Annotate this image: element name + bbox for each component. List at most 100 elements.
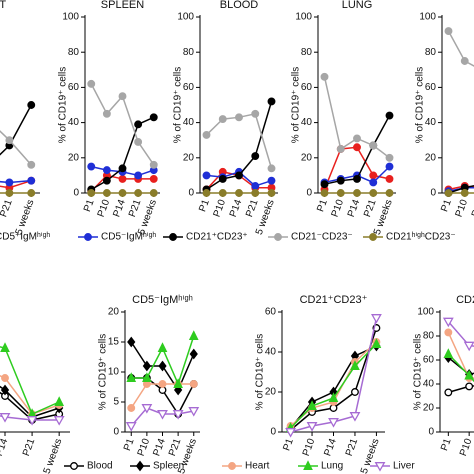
marker — [118, 189, 127, 197]
x-tick-label: P10 — [458, 437, 474, 458]
y-tick-label: 60 — [425, 82, 437, 93]
legend-label: Blood — [87, 461, 113, 472]
marker — [369, 189, 378, 197]
chart-title: CD21⁻CD23⁻ — [456, 294, 474, 306]
marker — [460, 57, 469, 65]
marker — [142, 360, 151, 372]
x-tick-label: P10 — [301, 437, 318, 458]
marker — [126, 372, 137, 382]
marker — [385, 162, 394, 171]
marker — [385, 111, 394, 120]
x-tick-label: P14 — [322, 437, 339, 458]
marker — [158, 380, 167, 388]
marker — [444, 27, 453, 36]
marker — [353, 189, 361, 197]
marker — [353, 174, 361, 183]
x-tick-label: P21 — [362, 198, 379, 219]
marker — [218, 174, 227, 183]
marker — [385, 189, 394, 197]
marker — [267, 164, 276, 173]
y-tick-label: 40 — [301, 117, 313, 128]
marker — [172, 410, 184, 420]
series-line — [0, 179, 32, 184]
marker — [149, 113, 158, 122]
y-tick-label: 0 — [306, 188, 312, 199]
marker — [306, 422, 318, 432]
legend-marker — [303, 460, 313, 470]
chart-title: BLOOD — [220, 0, 259, 11]
marker — [307, 400, 317, 410]
y-tick-label: 0 — [113, 427, 119, 438]
marker — [157, 410, 168, 420]
x-tick-label: P21 — [344, 437, 361, 458]
x-tick-label: P21 — [167, 437, 184, 458]
marker — [102, 176, 111, 185]
y-tick-label: 80 — [423, 331, 435, 342]
y-tick-label: 100 — [295, 12, 312, 23]
marker — [353, 134, 361, 143]
marker — [328, 392, 339, 402]
marker — [102, 109, 111, 118]
marker — [149, 174, 158, 183]
legend-marker — [228, 462, 236, 470]
chart-title: HEART — [0, 0, 6, 11]
marker — [235, 189, 243, 197]
marker — [251, 152, 260, 160]
marker — [320, 72, 329, 81]
legend-marker — [169, 233, 177, 241]
y-tick-label: 0 — [428, 427, 434, 438]
marker — [267, 176, 276, 185]
marker — [235, 171, 243, 180]
y-tick-label: 60 — [423, 355, 435, 366]
x-tick-label: P1 — [122, 437, 137, 453]
marker — [202, 171, 211, 180]
x-tick-label: P14 — [111, 198, 128, 219]
legend-label: Heart — [245, 461, 270, 472]
y-tick-label: 20 — [425, 152, 437, 163]
y-tick-label: 40 — [68, 117, 80, 128]
legend-label: Liver — [393, 461, 415, 472]
y-tick-label: 10 — [108, 367, 120, 378]
marker — [26, 416, 38, 426]
series-line — [448, 184, 474, 194]
y-tick-label: 5 — [113, 397, 119, 408]
marker — [218, 189, 227, 197]
legend-marker — [274, 233, 282, 241]
legend-label: CD21⁻CD23⁻ — [291, 232, 353, 243]
marker — [385, 153, 394, 162]
y-tick-label: 40 — [183, 117, 195, 128]
x-tick-label: P14 — [0, 437, 10, 458]
y-tick-label: 60 — [68, 82, 80, 93]
y-tick-label: 0 — [73, 188, 79, 199]
marker — [218, 115, 227, 124]
x-tick-label: P21 — [21, 437, 38, 458]
y-tick-label: 80 — [183, 47, 195, 58]
marker — [0, 384, 10, 396]
legend-label: CD21ʰⁱᵍʰCD23⁻ — [386, 232, 456, 243]
series-line — [0, 179, 32, 189]
y-tick-label: 60 — [301, 82, 313, 93]
marker — [235, 113, 243, 122]
marker — [202, 189, 211, 197]
marker — [442, 317, 454, 328]
marker — [1, 374, 9, 382]
marker — [127, 336, 136, 348]
marker — [118, 164, 127, 173]
legend-label: Spleen — [153, 461, 184, 472]
y-tick-label: 20 — [108, 307, 120, 318]
marker — [102, 189, 111, 197]
marker — [189, 348, 198, 360]
series-line — [0, 104, 32, 156]
series-line — [205, 112, 273, 169]
x-tick-label: P1 — [439, 198, 454, 214]
y-tick-label: 40 — [265, 347, 277, 358]
marker — [158, 360, 167, 372]
legend-marker — [84, 233, 92, 241]
legend-label: Lung — [321, 461, 343, 472]
x-tick-label: P21 — [127, 198, 144, 219]
marker — [336, 176, 345, 185]
marker — [102, 166, 111, 175]
chart-title: SPLEEN — [101, 0, 144, 11]
x-tick-label: P10 — [136, 437, 153, 458]
